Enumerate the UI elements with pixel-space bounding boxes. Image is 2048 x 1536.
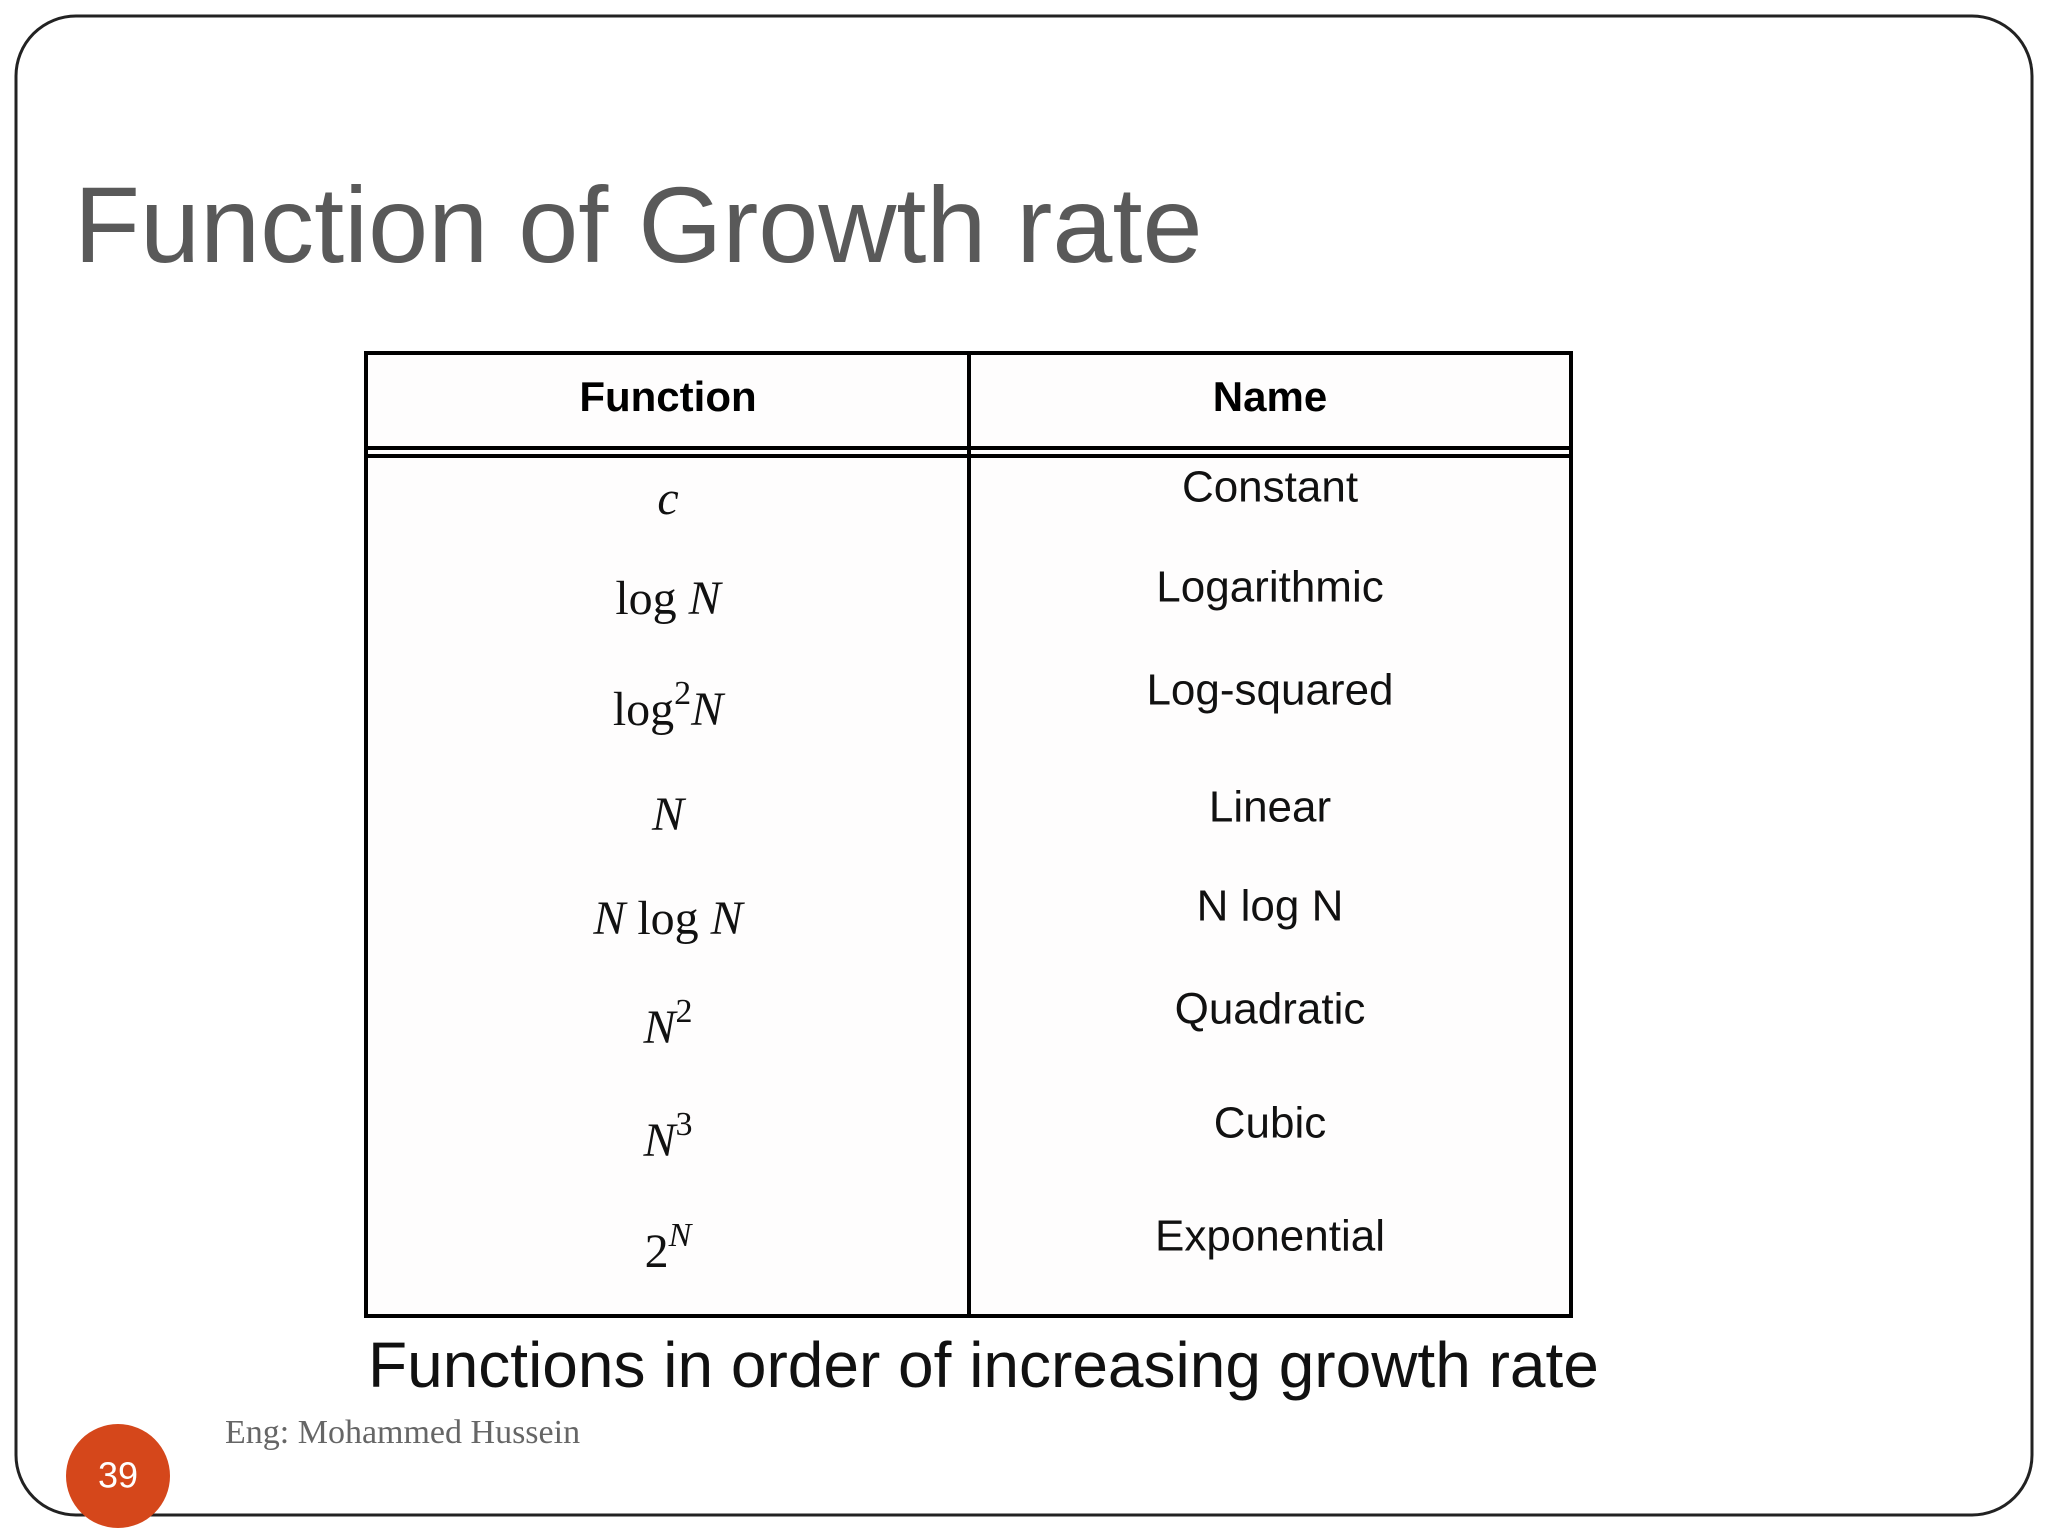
page-badge (66, 1424, 170, 1528)
function-part: N (642, 1114, 678, 1167)
function-part: log (615, 572, 688, 625)
superscript: 2 (676, 993, 693, 1030)
function-cell: N log N (592, 892, 745, 945)
function-part: N (688, 572, 724, 625)
function-part: N (690, 683, 726, 736)
function-part: N (710, 892, 746, 945)
function-part: log (625, 892, 710, 945)
name-cell: Quadratic (1175, 985, 1366, 1034)
name-cell: Logarithmic (1156, 563, 1383, 612)
function-cell: log2N (613, 675, 726, 736)
page-number: 39 (98, 1455, 138, 1496)
function-cell: c (657, 472, 678, 525)
column-header: Name (1213, 373, 1327, 420)
function-part: N (651, 788, 687, 841)
column-header: Function (579, 373, 756, 420)
function-cell: log N (615, 572, 723, 625)
function-part: c (657, 472, 678, 525)
name-cell: N log N (1197, 882, 1344, 931)
function-cell: N3 (642, 1106, 692, 1167)
author: Eng: Mohammed Hussein (225, 1414, 580, 1451)
function-part: log (613, 683, 674, 736)
name-cell: Log-squared (1146, 666, 1393, 715)
superscript: N (668, 1217, 694, 1254)
table (364, 351, 1573, 1318)
function-cell: N2 (642, 993, 692, 1054)
function-part: 2 (645, 1225, 669, 1278)
name-cell: Constant (1182, 463, 1358, 512)
superscript: 3 (676, 1106, 693, 1143)
name-cell: Cubic (1214, 1099, 1327, 1148)
function-part: N (642, 1001, 678, 1054)
superscript: 2 (674, 675, 691, 712)
function-cell: 2N (645, 1217, 694, 1278)
table-caption: Functions in order of increasing growth … (368, 1329, 1599, 1401)
function-part: N (592, 892, 628, 945)
function-cell: N (651, 788, 687, 841)
name-cell: Linear (1209, 783, 1331, 832)
name-cell: Exponential (1155, 1212, 1385, 1261)
slide-title: Function of Growth rate (74, 164, 1203, 285)
